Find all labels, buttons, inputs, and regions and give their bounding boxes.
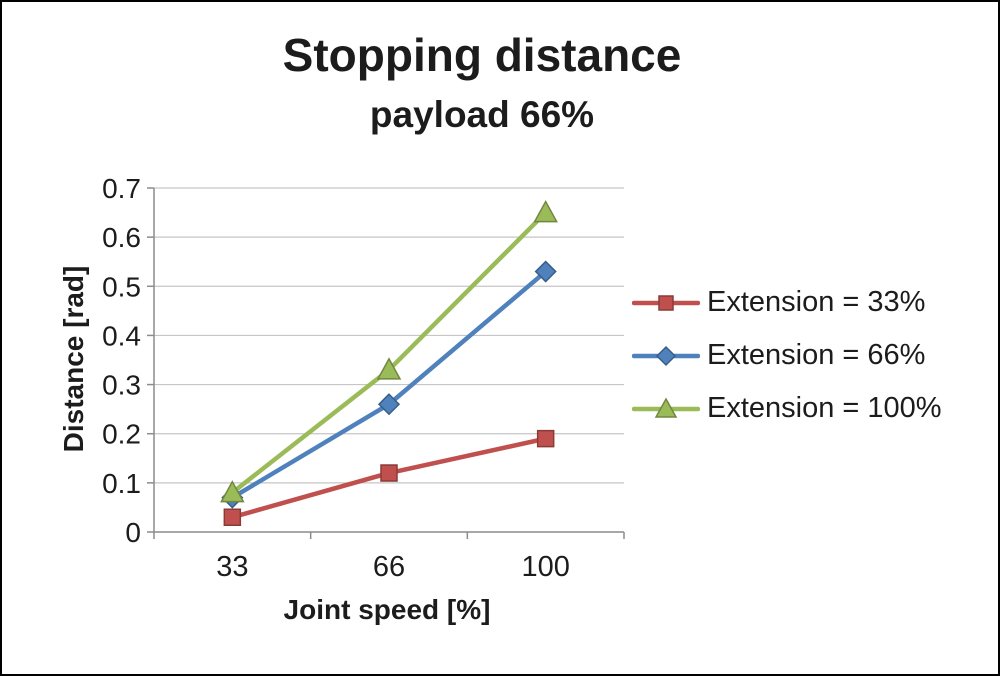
x-tick-label: 33: [216, 551, 248, 583]
series-marker-square: [380, 464, 398, 482]
y-axis-title: Distance [rad]: [58, 265, 89, 453]
x-tick-label: 66: [373, 551, 405, 583]
chart-title: Stopping distance: [282, 29, 682, 81]
legend-label: Extension = 100%: [707, 392, 942, 424]
series-marker-diamond: [534, 260, 557, 283]
y-tick-label: 0.1: [102, 468, 141, 499]
y-tick-label: 0.2: [102, 419, 141, 450]
series-marker-square: [658, 294, 674, 311]
legend-swatch-triangle-icon: [632, 396, 700, 418]
series-marker-diamond: [377, 393, 401, 416]
series-marker-triangle: [376, 357, 402, 380]
y-tick-label: 0.7: [102, 173, 141, 204]
y-tick-label: 0.5: [102, 271, 141, 302]
y-tick-label: 0.3: [102, 370, 141, 401]
series-marker-square: [223, 508, 242, 527]
y-tick-label: 0.6: [102, 222, 141, 253]
series-marker-triangle: [654, 396, 678, 418]
chart-subtitle: payload 66%: [369, 94, 595, 135]
legend-item: Extension = 100%: [632, 382, 942, 435]
y-tick-label: 0.4: [102, 320, 141, 351]
legend-item: Extension = 66%: [632, 329, 942, 382]
series-marker-triangle: [533, 200, 558, 223]
legend: Extension = 33% Extension = 66% Extension …: [632, 276, 942, 435]
legend-item: Extension = 33%: [632, 276, 942, 329]
legend-swatch-diamond-icon: [632, 345, 700, 366]
legend-label: Extension = 66%: [707, 339, 926, 371]
legend-swatch-square-icon: [632, 294, 700, 311]
x-axis-title: Joint speed [%]: [283, 594, 491, 625]
x-tick-label: 100: [521, 551, 569, 583]
series-marker-square: [536, 429, 555, 448]
y-tick-label: 0: [125, 517, 141, 548]
legend-label: Extension = 33%: [707, 286, 926, 318]
series-marker-diamond: [655, 345, 677, 366]
series-marker-triangle: [220, 480, 245, 503]
